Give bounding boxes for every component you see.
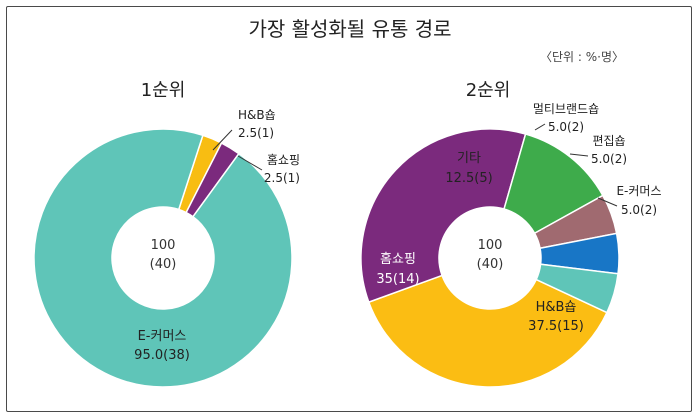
pie2-label-select: 편집숍 [592, 134, 625, 148]
pie1-slice-0 [33, 128, 293, 388]
pie1-label-ecommerce: E-커머스 [138, 329, 187, 344]
pie1-value-homeshopping: 2.5(1) [264, 171, 300, 185]
chart-title: 가장 활성화될 유통 경로 [248, 17, 451, 41]
pie2-subtitle: 2순위 [466, 80, 511, 101]
pie2-value-hb: 37.5(15) [528, 319, 584, 334]
pie1-label-homeshopping: 홈쇼핑 [267, 153, 300, 167]
pie2-center-count: (40) [477, 257, 504, 272]
pie2-slices [360, 128, 620, 388]
pie2-value-etc: 12.5(5) [445, 171, 492, 186]
pie2-value-multibrand: 5.0(2) [548, 120, 584, 134]
pie2-value-select: 5.0(2) [591, 152, 627, 166]
pie2-slice-0 [367, 274, 608, 388]
pie1-leader-homeshopping [237, 155, 263, 171]
pie1-center-count: (40) [150, 257, 177, 272]
pie2-value-homeshopping: 35(14) [376, 272, 419, 287]
pie2-label-multibrand: 멀티브랜드숍 [533, 102, 599, 116]
unit-note: 〈단위 : %·명〉 [540, 50, 624, 64]
pie2-label-hb: H&B숍 [536, 300, 577, 315]
pie1-center-value: 100 [151, 238, 176, 253]
pie2-center-value: 100 [478, 238, 503, 253]
pie1-subtitle: 1순위 [141, 80, 186, 101]
pie1-leader-hb [212, 129, 233, 151]
pie2-label-ecommerce: E-커머스 [616, 184, 661, 198]
pie2-label-etc: 기타 [457, 151, 481, 166]
pie1-value-hb: 2.5(1) [238, 126, 274, 140]
pie2-slice-5 [535, 263, 619, 314]
pie2-slice-1 [360, 128, 527, 304]
pie2-leader-ecommerce [597, 197, 618, 207]
pie2-label-homeshopping: 홈쇼핑 [380, 252, 416, 267]
label-leader-lines [212, 123, 618, 207]
pie1-slices [33, 128, 293, 388]
pie1-label-hb: H&B숍 [238, 108, 276, 122]
pie1-value-ecommerce: 95.0(38) [134, 348, 190, 363]
pie2-leader-multibrand [534, 123, 546, 131]
pie2-value-ecommerce: 5.0(2) [621, 203, 657, 217]
pie2-leader-select [569, 153, 589, 157]
